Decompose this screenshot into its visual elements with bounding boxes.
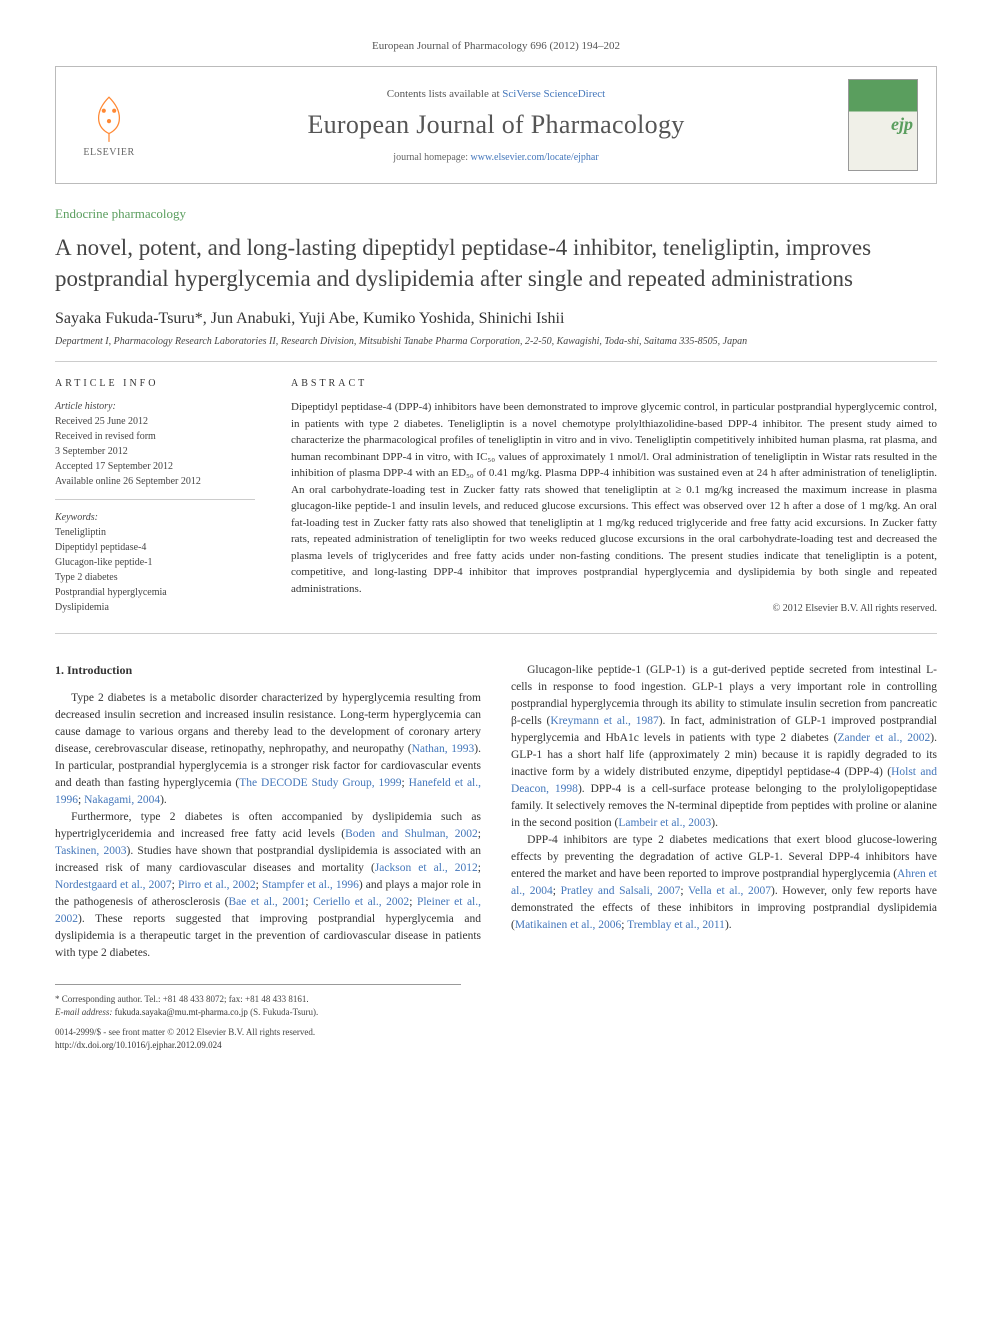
contents-line: Contents lists available at SciVerse Sci…	[164, 88, 828, 100]
history-received: Received 25 June 2012	[55, 414, 255, 429]
intro-p3: Glucagon-like peptide-1 (GLP-1) is a gut…	[511, 662, 937, 832]
email-suffix: (S. Fukuda-Tsuru).	[248, 1007, 318, 1017]
email-line: E-mail address: fukuda.sayaka@mu.mt-phar…	[55, 1006, 461, 1019]
abstract-heading: ABSTRACT	[291, 378, 937, 389]
history-label: Article history:	[55, 399, 255, 414]
keyword-item: Type 2 diabetes	[55, 570, 255, 585]
corresponding-email[interactable]: fukuda.sayaka@mu.mt-pharma.co.jp	[115, 1007, 248, 1017]
ref-link[interactable]: Matikainen et al., 2006	[515, 919, 621, 931]
ref-link[interactable]: Nathan, 1993	[412, 743, 475, 755]
ref-link[interactable]: Kreymann et al., 1987	[550, 715, 658, 727]
ref-link[interactable]: Nordestgaard et al., 2007	[55, 879, 172, 891]
homepage-prefix: journal homepage:	[393, 152, 470, 163]
section-label: Endocrine pharmacology	[55, 206, 937, 222]
intro-heading: 1. Introduction	[55, 662, 481, 680]
elsevier-logo: ELSEVIER	[74, 85, 144, 165]
abstract-column: ABSTRACT Dipeptidyl peptidase-4 (DPP-4) …	[291, 378, 937, 615]
email-label: E-mail address:	[55, 1007, 115, 1017]
history-revised: Received in revised form	[55, 429, 255, 444]
history-revised-date: 3 September 2012	[55, 444, 255, 459]
article-info-column: ARTICLE INFO Article history: Received 2…	[55, 378, 255, 615]
history-online: Available online 26 September 2012	[55, 474, 255, 489]
keyword-item: Dyslipidemia	[55, 600, 255, 615]
keywords-label: Keywords:	[55, 510, 255, 525]
article-info-heading: ARTICLE INFO	[55, 378, 255, 389]
footer-block: * Corresponding author. Tel.: +81 48 433…	[55, 984, 461, 1051]
ref-link[interactable]: Stampfer et al., 1996	[262, 879, 359, 891]
history-accepted: Accepted 17 September 2012	[55, 459, 255, 474]
journal-cover-thumbnail	[848, 79, 918, 171]
keyword-item: Glucagon-like peptide-1	[55, 555, 255, 570]
journal-name: European Journal of Pharmacology	[164, 110, 828, 140]
keywords-block: Keywords: Teneligliptin Dipeptidyl pepti…	[55, 510, 255, 615]
elsevier-logo-text: ELSEVIER	[83, 147, 134, 158]
article-info-row: ARTICLE INFO Article history: Received 2…	[55, 378, 937, 634]
ref-link[interactable]: Bae et al., 2001	[228, 896, 305, 908]
corresponding-author: * Corresponding author. Tel.: +81 48 433…	[55, 993, 461, 1006]
affiliation: Department I, Pharmacology Research Labo…	[55, 336, 937, 362]
article-history: Article history: Received 25 June 2012 R…	[55, 399, 255, 500]
ref-link[interactable]: Nakagami, 2004	[84, 794, 160, 806]
ref-link[interactable]: Taskinen, 2003	[55, 845, 126, 857]
article-title: A novel, potent, and long-lasting dipept…	[55, 232, 937, 294]
ref-link[interactable]: Jackson et al., 2012	[375, 862, 478, 874]
journal-header-box: ELSEVIER Contents lists available at Sci…	[55, 66, 937, 184]
ref-link[interactable]: Tremblay et al., 2011	[627, 919, 725, 931]
ref-link[interactable]: Lambeir et al., 2003	[618, 817, 711, 829]
ref-link[interactable]: Vella et al., 2007	[688, 885, 771, 897]
keyword-item: Teneligliptin	[55, 525, 255, 540]
body-columns: 1. Introduction Type 2 diabetes is a met…	[55, 662, 937, 962]
ref-link[interactable]: Pirro et al., 2002	[178, 879, 256, 891]
ref-link[interactable]: Zander et al., 2002	[838, 732, 931, 744]
abstract-copyright: © 2012 Elsevier B.V. All rights reserved…	[291, 603, 937, 614]
homepage-line: journal homepage: www.elsevier.com/locat…	[164, 152, 828, 163]
ref-link[interactable]: The DECODE Study Group, 1999	[239, 777, 401, 789]
elsevier-tree-icon	[83, 92, 135, 144]
keyword-item: Dipeptidyl peptidase-4	[55, 540, 255, 555]
issn-line: 0014-2999/$ - see front matter © 2012 El…	[55, 1026, 461, 1039]
keyword-item: Postprandial hyperglycemia	[55, 585, 255, 600]
intro-p2: Furthermore, type 2 diabetes is often ac…	[55, 809, 481, 962]
authors-list: Sayaka Fukuda-Tsuru*, Jun Anabuki, Yuji …	[55, 310, 937, 328]
ref-link[interactable]: Boden and Shulman, 2002	[345, 828, 478, 840]
doi-link[interactable]: http://dx.doi.org/10.1016/j.ejphar.2012.…	[55, 1039, 461, 1052]
abstract-text: Dipeptidyl peptidase-4 (DPP-4) inhibitor…	[291, 399, 937, 597]
intro-p4: DPP-4 inhibitors are type 2 diabetes med…	[511, 832, 937, 934]
journal-reference: European Journal of Pharmacology 696 (20…	[55, 40, 937, 52]
contents-prefix: Contents lists available at	[387, 88, 502, 100]
intro-p1: Type 2 diabetes is a metabolic disorder …	[55, 690, 481, 809]
homepage-link[interactable]: www.elsevier.com/locate/ejphar	[471, 152, 599, 163]
header-center: Contents lists available at SciVerse Sci…	[164, 88, 828, 163]
sciencedirect-link[interactable]: SciVerse ScienceDirect	[502, 88, 605, 100]
ref-link[interactable]: Ceriello et al., 2002	[313, 896, 409, 908]
ref-link[interactable]: Pratley and Salsali, 2007	[561, 885, 681, 897]
